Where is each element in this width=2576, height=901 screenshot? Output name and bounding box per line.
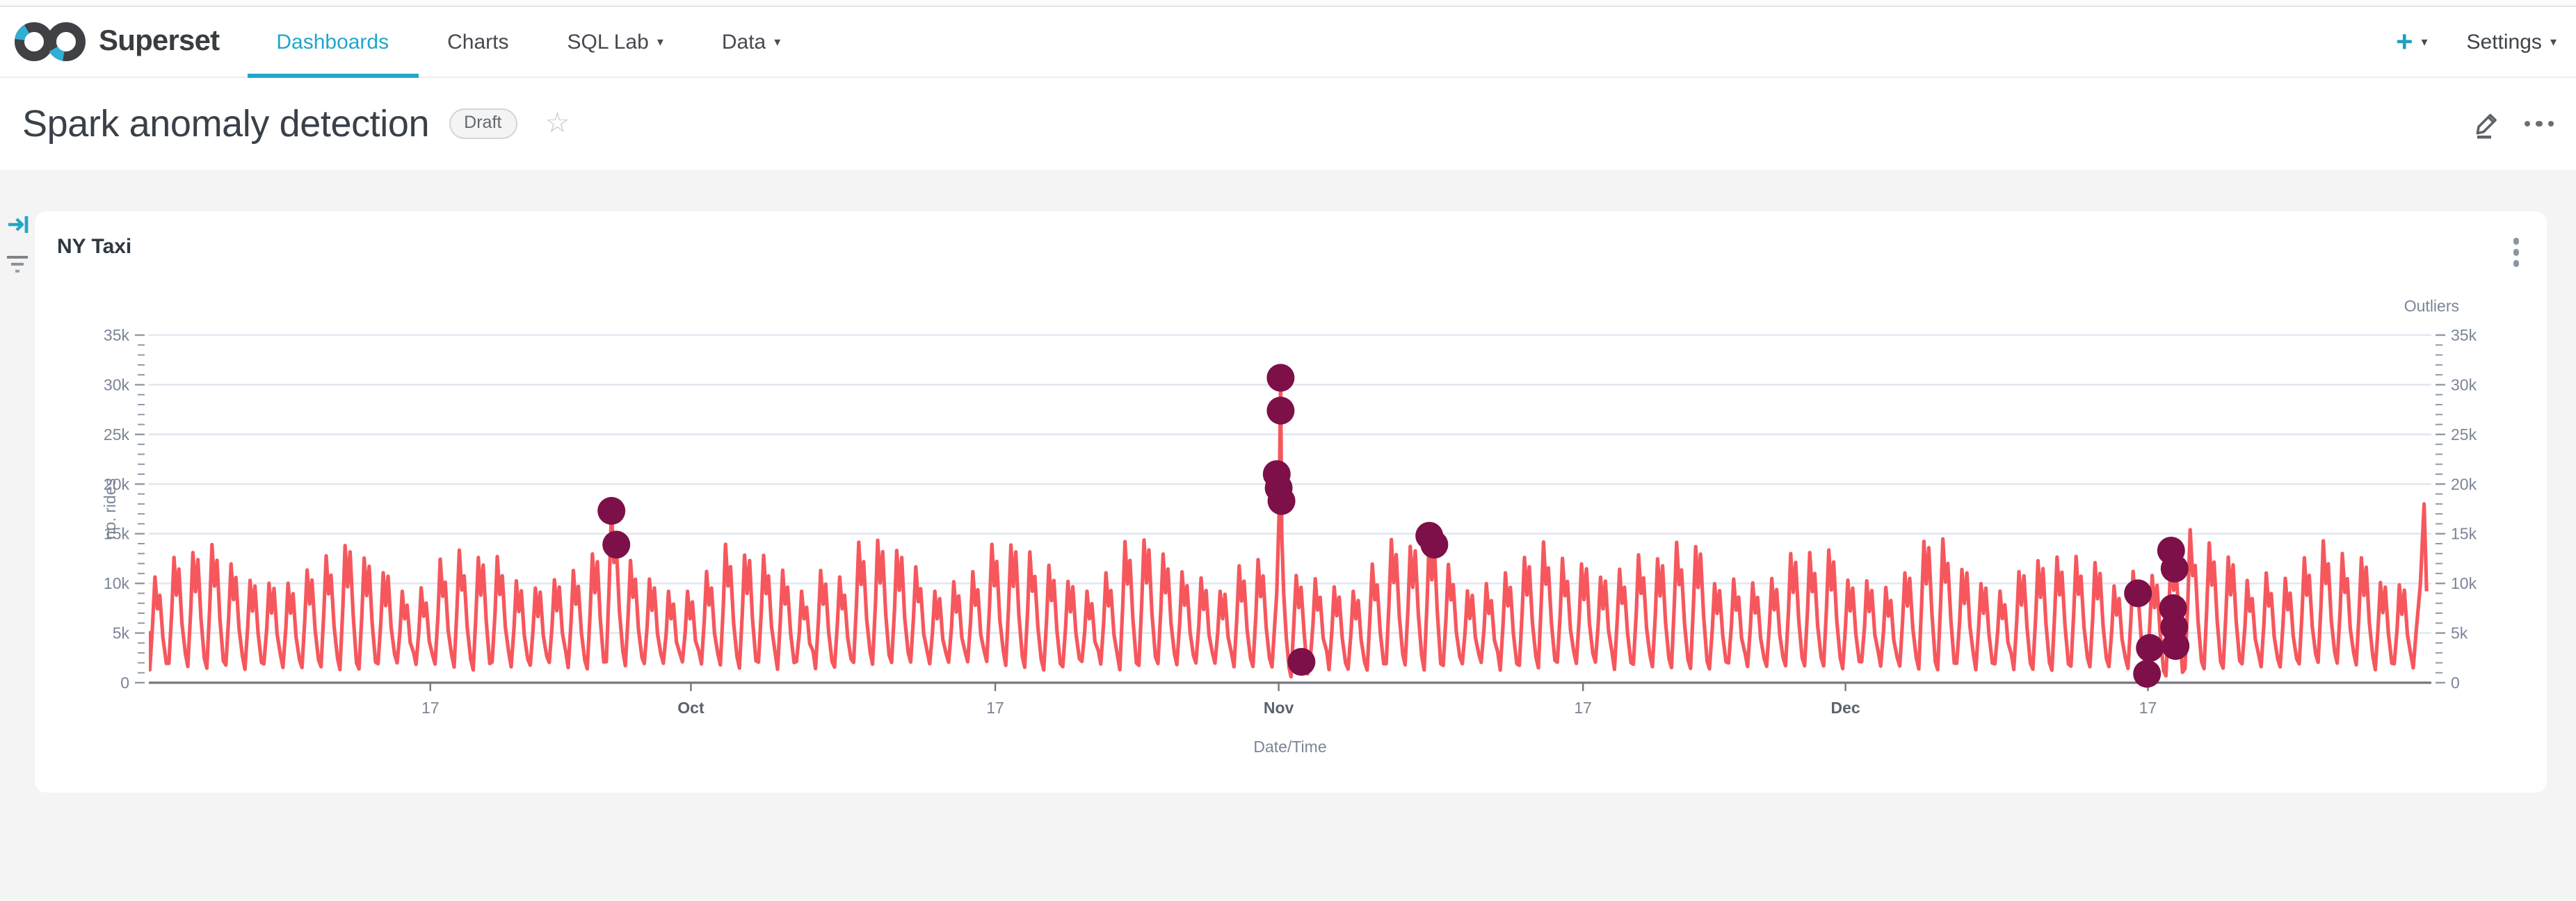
plus-icon: + xyxy=(2395,26,2413,58)
arrow-to-bar-icon xyxy=(8,216,28,233)
brand-name: Superset xyxy=(99,25,220,57)
ellipsis-dot xyxy=(2536,120,2542,127)
expand-filter-bar-button[interactable] xyxy=(6,214,29,235)
outlier-point[interactable] xyxy=(597,496,626,524)
ellipsis-dot xyxy=(2524,120,2530,127)
pencil-icon xyxy=(2475,113,2496,139)
timeseries-chart[interactable]: 0 0 5k 5k 10k 10k 15k 15k 20k 20k 25k 25k 30k 30k 35k 3… xyxy=(35,272,2547,761)
favorite-star-icon[interactable]: ☆ xyxy=(545,108,570,139)
outlier-point[interactable] xyxy=(2124,578,2152,607)
navbar: Superset Dashboards Charts SQL Lab ▾ Dat… xyxy=(0,7,2576,78)
x-axis-tick-label: Oct xyxy=(677,698,705,716)
nav-item-label: Data xyxy=(721,30,766,54)
nav-item-charts[interactable]: Charts xyxy=(418,7,538,76)
y-axis-tick-label: 15k xyxy=(104,524,130,542)
nav-item-label: Dashboards xyxy=(276,30,389,54)
right-axis-title: Outliers xyxy=(2404,296,2459,314)
superset-logo[interactable]: Superset xyxy=(0,7,220,76)
kebab-dot xyxy=(2513,260,2519,266)
nav-item-label: Charts xyxy=(447,30,509,54)
page-title: Spark anomaly detection xyxy=(22,102,430,144)
x-axis-title: Date/Time xyxy=(1253,737,1326,755)
outlier-point[interactable] xyxy=(602,530,631,558)
settings-label: Settings xyxy=(2466,30,2542,54)
chevron-down-icon: ▾ xyxy=(657,34,663,48)
chart-menu-button[interactable] xyxy=(2507,235,2525,269)
x-axis-tick-label: 17 xyxy=(2139,698,2157,716)
chevron-down-icon: ▾ xyxy=(774,34,781,48)
nav-item-sql-lab[interactable]: SQL Lab ▾ xyxy=(538,7,693,76)
nav-item-label: SQL Lab xyxy=(567,30,649,54)
y-axis-tick-label: 5k xyxy=(113,624,130,642)
ellipsis-dot xyxy=(2547,120,2554,127)
browser-chrome-strip xyxy=(0,0,2576,7)
y-axis-tick-label: 10k xyxy=(104,574,130,592)
dashboard-content: NY Taxi 0 0 5k 5k 10k 10k 15k 15k 20k 20k 25k 25k 30… xyxy=(0,170,2576,901)
chevron-down-icon: ▾ xyxy=(2421,34,2428,48)
nav-item-dashboards[interactable]: Dashboards xyxy=(247,7,418,78)
outlier-point[interactable] xyxy=(1266,396,1295,424)
main-nav: Dashboards Charts SQL Lab ▾ Data ▾ xyxy=(247,7,810,78)
chart-title: NY Taxi xyxy=(57,235,132,259)
y-axis-tick-label: 25k xyxy=(104,425,130,443)
status-badge: Draft xyxy=(449,108,517,139)
new-item-button[interactable]: + ▾ xyxy=(2396,27,2428,56)
outlier-point[interactable] xyxy=(1420,530,1449,558)
y-axis-tick-label: 0 xyxy=(120,673,129,691)
y-axis-title: no. rides xyxy=(101,478,119,539)
outlier-point[interactable] xyxy=(1267,486,1296,514)
chart-card-header: NY Taxi xyxy=(35,211,2547,269)
right-axis-tick-label: 25k xyxy=(2451,425,2477,443)
chevron-down-icon: ▾ xyxy=(2550,34,2557,48)
navbar-right: + ▾ Settings ▾ xyxy=(2396,7,2576,76)
kebab-dot xyxy=(2513,238,2519,244)
right-axis-tick-label: 5k xyxy=(2451,624,2468,642)
filter-icon xyxy=(7,256,28,273)
outlier-point[interactable] xyxy=(2136,633,2164,661)
left-rail xyxy=(6,214,29,274)
settings-menu[interactable]: Settings ▾ xyxy=(2467,30,2557,54)
outlier-point[interactable] xyxy=(2162,631,2190,660)
y-axis-tick-label: 35k xyxy=(104,325,130,343)
right-axis-tick-label: 20k xyxy=(2451,474,2477,492)
nav-item-data[interactable]: Data ▾ xyxy=(693,7,810,76)
right-axis-tick-label: 0 xyxy=(2451,673,2460,691)
x-axis-tick-label: 17 xyxy=(986,698,1004,716)
y-axis-tick-label: 30k xyxy=(104,375,130,393)
outlier-point[interactable] xyxy=(2133,659,2162,688)
filter-bar-collapsed-button[interactable] xyxy=(6,254,29,274)
outlier-point[interactable] xyxy=(2160,553,2189,582)
x-axis-tick-label: Nov xyxy=(1264,698,1294,716)
right-axis-tick-label: 35k xyxy=(2451,325,2477,343)
x-axis-tick-label: 17 xyxy=(421,698,440,716)
right-axis-tick-label: 15k xyxy=(2451,524,2477,542)
dashboard-menu-button[interactable] xyxy=(2524,120,2554,127)
dashboard-header: Spark anomaly detection Draft ☆ xyxy=(0,78,2576,170)
chart-card: NY Taxi 0 0 5k 5k 10k 10k 15k 15k 20k 20k 25k 25k 30… xyxy=(35,211,2547,793)
header-actions xyxy=(2471,108,2554,139)
right-axis-tick-label: 10k xyxy=(2451,574,2477,592)
x-axis-tick-label: Dec xyxy=(1831,698,1860,716)
outlier-point[interactable] xyxy=(1266,363,1295,391)
y-axis-tick-label: 20k xyxy=(104,474,130,492)
line-series-rides[interactable] xyxy=(149,375,2429,678)
outlier-point[interactable] xyxy=(1287,647,1316,675)
x-axis-tick-label: 17 xyxy=(1574,698,1592,716)
right-axis-tick-label: 30k xyxy=(2451,375,2477,393)
edit-dashboard-button[interactable] xyxy=(2471,108,2502,139)
superset-infinity-icon xyxy=(15,22,86,61)
kebab-dot xyxy=(2513,249,2519,255)
